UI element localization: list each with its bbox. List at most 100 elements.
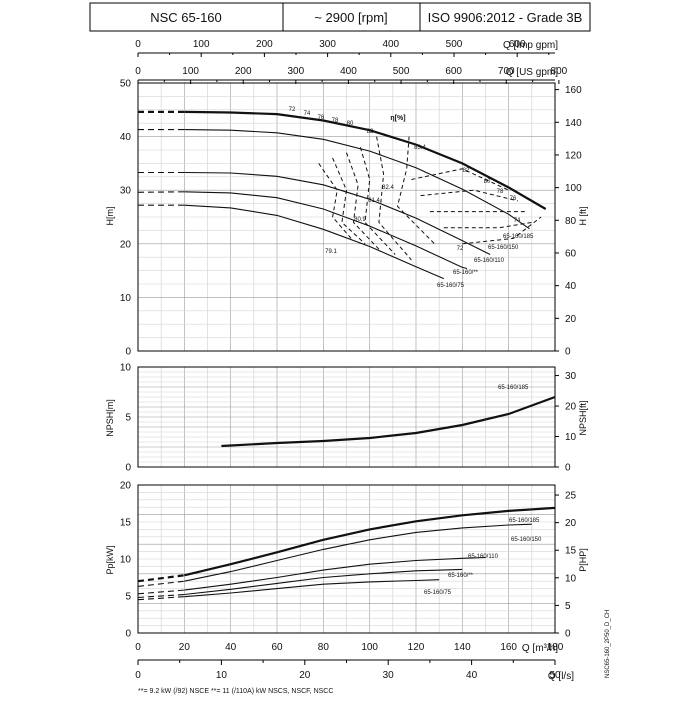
q-ls-tick-label: 10 (216, 670, 228, 681)
eff-label: 83.4 (414, 145, 426, 151)
q-m3h-tick-label: 160 (500, 642, 517, 653)
q-imp-tick-label: 400 (382, 39, 399, 50)
q-ls-tick-label: 40 (466, 670, 478, 681)
npsh-right-tick-label: 0 (565, 463, 571, 474)
head-right-tick-label: 20 (565, 314, 577, 325)
head-left-tick-label: 10 (120, 293, 132, 304)
q-us-tick-label: 500 (393, 66, 410, 77)
efficiency-contour (396, 136, 435, 245)
q-imp-tick-label: 600 (509, 39, 526, 50)
efficiency-contour (332, 157, 366, 245)
head-right-tick-label: 100 (565, 183, 582, 194)
p-kw-axis-label: Pp[kW] (105, 545, 115, 574)
curve-power-3 (184, 568, 463, 596)
q-m3h-tick-label: 20 (179, 642, 191, 653)
series-label-h-150: 65-160/150 (488, 245, 519, 251)
p-hp-axis-label: P[HP] (578, 548, 588, 572)
q-m3h-tick-label: 120 (408, 642, 425, 653)
power-left-tick-label: 15 (120, 518, 132, 529)
eff-label: 78 (497, 189, 504, 195)
head-left-tick-label: 30 (120, 186, 132, 197)
eff-label: 72 (457, 246, 464, 252)
npsh-left-tick-label: 10 (120, 363, 132, 374)
series-label-p-75: 65-160/75 (424, 590, 452, 596)
eff-label: 74 (304, 111, 311, 117)
head-left-tick-label: 20 (120, 239, 132, 250)
power-left-tick-label: 20 (120, 481, 132, 492)
head-right-tick-label: 120 (565, 150, 582, 161)
curve-dashed-power-4 (137, 596, 185, 601)
q-us-tick-label: 600 (445, 66, 462, 77)
power-left-tick-label: 0 (125, 629, 131, 640)
q-m3h-axis-label: Q [m³/h] (522, 643, 558, 654)
curve-dashed-power-1 (137, 580, 185, 587)
curve-dashed-power-2 (137, 589, 185, 595)
curve-dashed-power-3 (137, 593, 185, 599)
panel-frame-power (137, 484, 556, 634)
q-us-axis-label: Q [US gpm] (506, 67, 558, 78)
power-right-tick-label: 20 (565, 518, 577, 529)
power-right-tick-label: 0 (565, 629, 571, 640)
head-right-tick-label: 140 (565, 118, 582, 129)
head-right-tick-label: 40 (565, 281, 577, 292)
q-m3h-tick-label: 140 (454, 642, 471, 653)
header-speed: ~ 2900 [rpm] (314, 10, 387, 25)
curve-head-0 (184, 110, 547, 210)
footer: **= 9.2 kW (/92) NSCE **= 11 (/110A) kW … (138, 610, 611, 695)
footer-note: **= 9.2 kW (/92) NSCE **= 11 (/110A) kW … (138, 688, 333, 695)
power-right-tick-label: 15 (565, 546, 577, 557)
h-ft-axis-label: H [ft] (578, 206, 588, 225)
head-left-tick-label: 40 (120, 132, 132, 143)
series-label-npsh-185: 65-160/185 (498, 385, 529, 391)
efficiency-layer: η[%] 72 74 76 78 80 82 83.4 82 80 78 76 … (289, 107, 542, 261)
header-bar: NSC 65-160 ~ 2900 [rpm] ISO 9906:2012 - … (89, 2, 591, 32)
head-right-tick-label: 80 (565, 216, 577, 227)
q-us-tick-label: 700 (498, 66, 515, 77)
efficiency-contour (462, 216, 542, 245)
eff-label: 79.1 (325, 249, 337, 255)
q-m3h-tick-label: 60 (271, 642, 283, 653)
curve-power-1 (184, 523, 532, 582)
q-ls-axis-label: Q [l/s] (548, 671, 574, 682)
q-ls-tick-label: 30 (383, 670, 395, 681)
efficiency-contour (411, 168, 509, 191)
series-label-h-110: 65-160/110 (474, 258, 505, 264)
npsh-left-tick-label: 0 (125, 463, 131, 474)
head-right-tick-label: 60 (565, 248, 577, 259)
npsh-right-tick-label: 20 (565, 402, 577, 413)
series-label-p-185: 65-160/185 (509, 518, 540, 524)
head-left-tick-label: 0 (125, 347, 131, 358)
series-label-layer: 65-160/185 65-160/150 65-160/110 65-160/… (424, 234, 542, 596)
header-standard: ISO 9906:2012 - Grade 3B (428, 10, 583, 25)
q-m3h-tick-label: 80 (318, 642, 330, 653)
head-right-tick-label: 0 (565, 347, 571, 358)
efficiency-contour (346, 152, 380, 250)
series-label-h-75: 65-160/75 (437, 283, 465, 289)
npsh-right-tick-label: 30 (565, 371, 577, 382)
q-imp-tick-label: 0 (135, 39, 141, 50)
curve-power-4 (184, 579, 440, 598)
eff-label: 80 (347, 121, 354, 127)
series-label-p-150: 65-160/150 (511, 537, 542, 543)
eff-label: 82 (367, 129, 374, 135)
q-m3h-tick-label: 40 (225, 642, 237, 653)
h-m-axis-label: H[m] (105, 207, 115, 226)
npsh-right-tick-label: 10 (565, 432, 577, 443)
grid-layer (137, 82, 556, 634)
series-label-p-star: 65-160/** (448, 573, 474, 579)
q-m3h-tick-label: 180 (547, 642, 564, 653)
eff-label: 80.9 (354, 217, 366, 223)
q-ls-tick-label: 20 (299, 670, 311, 681)
npsh-m-axis-label: NPSH[m] (105, 399, 115, 437)
series-label-h-185: 65-160/185 (503, 234, 534, 240)
efficiency-contour (420, 189, 519, 202)
efficiency-contour (443, 221, 532, 229)
q-ls-tick-label: 50 (549, 670, 561, 681)
q-imp-tick-label: 500 (446, 39, 463, 50)
q-us-tick-label: 200 (235, 66, 252, 77)
head-left-tick-label: 50 (120, 79, 132, 90)
axis-layer: Q [Imp gpm] Q [US gpm] Q [m³/h] Q [l/s] … (105, 39, 588, 682)
curve-power-2 (184, 556, 486, 591)
